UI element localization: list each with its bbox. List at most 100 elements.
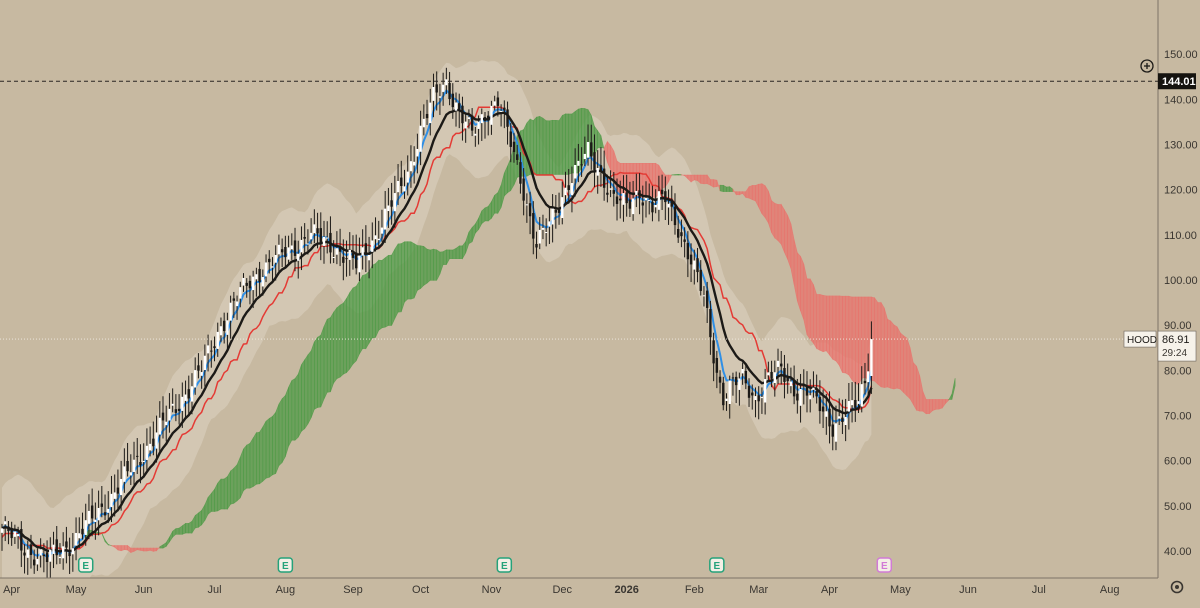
candle-body (806, 387, 808, 396)
candle-body (281, 249, 283, 252)
cloud-segment (285, 387, 288, 456)
candle-body (236, 301, 238, 306)
y-tick-label: 40.00 (1164, 546, 1192, 558)
candle-body (429, 103, 431, 124)
cloud-segment (153, 548, 156, 551)
candle-body (97, 508, 99, 520)
y-tick-label: 140.00 (1164, 94, 1198, 106)
candle-body (142, 461, 144, 462)
cloud-segment (784, 210, 787, 259)
candle-body (307, 244, 309, 245)
candle-body (709, 309, 711, 337)
cloud-segment (263, 421, 266, 481)
price-line-value: 144.01 (1162, 76, 1196, 88)
candle-body (300, 240, 302, 252)
cloud-segment (704, 175, 707, 184)
candle-body (532, 213, 534, 239)
cloud-segment (244, 445, 247, 490)
cloud-segment (144, 548, 147, 551)
candle-body (242, 278, 244, 286)
candle-body (664, 191, 666, 202)
x-tick-label: May (66, 584, 87, 596)
candle-body (786, 377, 788, 381)
earnings-marker[interactable]: E (79, 558, 93, 572)
candle-body (394, 193, 396, 211)
cloud-segment (559, 115, 562, 174)
earnings-marker[interactable]: E (710, 558, 724, 572)
candle-body (822, 407, 824, 412)
candle-body (149, 444, 151, 451)
candle-body (609, 188, 611, 189)
cloud-segment (694, 175, 697, 181)
earnings-marker[interactable]: E (278, 558, 292, 572)
cloud-segment (810, 279, 813, 343)
candle-body (539, 230, 541, 244)
candle-body (819, 397, 821, 411)
candle-body (729, 380, 731, 404)
candle-body (233, 298, 235, 300)
cloud-segment (327, 318, 330, 393)
candle-body (136, 456, 138, 457)
candle-body (378, 239, 380, 240)
cloud-segment (311, 342, 314, 418)
candle-body (568, 185, 570, 190)
cloud-segment (817, 294, 820, 350)
cloud-segment (121, 546, 124, 551)
y-tick-label: 110.00 (1164, 230, 1197, 242)
earnings-marker[interactable]: E (877, 558, 891, 572)
candle-body (368, 255, 370, 260)
x-tick-label: Jul (207, 584, 221, 596)
x-tick-label: Feb (685, 584, 704, 596)
candle-body (294, 240, 296, 255)
cloud-segment (382, 258, 385, 328)
candle-body (584, 154, 586, 159)
candle-body (654, 205, 656, 207)
cloud-segment (363, 274, 366, 348)
x-tick-label: Jun (959, 584, 977, 596)
x-tick-label: 2026 (614, 584, 638, 596)
candle-body (326, 238, 328, 239)
candle-body (716, 358, 718, 373)
candle-body (758, 395, 760, 401)
cloud-segment (566, 114, 569, 175)
candle-body (345, 258, 347, 259)
last-price-value: 86.91 (1162, 334, 1190, 346)
candle-body (738, 378, 740, 389)
cloud-segment (569, 114, 572, 174)
cloud-segment (801, 256, 804, 319)
candle-body (403, 186, 405, 191)
candle-body (767, 372, 769, 375)
candle-body (159, 418, 161, 435)
candle-body (249, 281, 251, 288)
cloud-segment (211, 489, 214, 511)
cloud-segment (221, 479, 224, 509)
candle-body (629, 199, 631, 208)
cloud-segment (388, 255, 391, 325)
candle-body (323, 237, 325, 246)
earnings-marker[interactable]: E (497, 558, 511, 572)
candle-body (526, 204, 528, 205)
candle-body (36, 559, 38, 565)
candle-body (255, 274, 257, 279)
candle-body (432, 87, 434, 101)
cloud-segment (678, 174, 681, 175)
candle-body (204, 356, 206, 370)
cloud-segment (137, 548, 140, 550)
cloud-segment (427, 249, 430, 283)
y-tick-label: 120.00 (1164, 185, 1198, 197)
candle-body (783, 368, 785, 382)
candle-body (194, 370, 196, 387)
y-tick-label: 70.00 (1164, 410, 1192, 422)
cloud-segment (881, 302, 884, 387)
candle-body (841, 418, 843, 422)
candle-body (597, 168, 599, 176)
candle-body (416, 149, 418, 157)
candle-body (423, 119, 425, 127)
cloud-segment (765, 186, 768, 223)
candle-body (332, 257, 334, 258)
candle-body (316, 228, 318, 233)
candle-body (622, 193, 624, 205)
cloud-segment (778, 204, 781, 244)
